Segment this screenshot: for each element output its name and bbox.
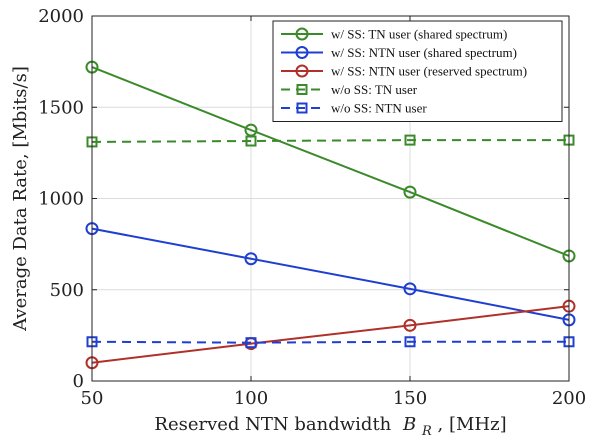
data-point	[404, 134, 416, 146]
x-axis-label-symbol: B	[402, 414, 416, 435]
legend-label: w/o SS: TN user	[331, 82, 418, 97]
series-line	[91, 66, 570, 257]
data-point	[403, 318, 417, 332]
series-5	[86, 336, 575, 349]
y-tick-label: 2000	[38, 6, 84, 27]
series-line	[91, 139, 569, 143]
y-tick-label: 1000	[38, 189, 84, 210]
series-line	[91, 227, 570, 321]
legend-marker	[296, 102, 308, 114]
legend-label: w/ SS: NTN user (reserved spectrum)	[331, 64, 527, 79]
legend-entry: w/ SS: NTN user (reserved spectrum)	[281, 64, 527, 79]
data-point	[404, 336, 416, 348]
x-axis-label-subscript: R	[421, 424, 432, 439]
x-tick-label: 200	[552, 388, 586, 409]
data-point	[403, 185, 417, 199]
legend-entry: w/ SS: TN user (shared spectrum)	[281, 27, 507, 42]
x-tick-label: 50	[81, 388, 104, 409]
data-point	[403, 282, 417, 296]
series-4	[86, 134, 575, 148]
legend-label: w/ SS: TN user (shared spectrum)	[331, 27, 507, 42]
legend-entry: w/o SS: NTN user	[281, 101, 427, 116]
y-axis-label: Average Data Rate, [Mbits/s]	[10, 66, 31, 332]
x-axis-label: Reserved NTN bandwidth B R , [MHz]	[154, 414, 506, 440]
legend-entry: w/ SS: NTN user (shared spectrum)	[281, 45, 517, 60]
x-tick-label: 150	[393, 388, 427, 409]
data-point	[244, 252, 258, 266]
y-tick-label: 0	[73, 371, 84, 392]
data-point	[245, 135, 257, 147]
y-tick-label: 1500	[38, 97, 84, 118]
x-axis-label-text: Reserved NTN bandwidth	[154, 414, 391, 435]
series-line	[91, 305, 570, 364]
data-point	[245, 337, 257, 349]
y-tick-label: 500	[50, 280, 84, 301]
series-2	[85, 222, 576, 327]
series-3	[85, 299, 576, 370]
x-axis-label-unit: , [MHz]	[438, 414, 507, 435]
legend-marker	[295, 27, 309, 41]
legend-label: w/o SS: NTN user	[331, 101, 427, 116]
legend-marker	[295, 46, 309, 59]
legend-entry: w/o SS: TN user	[281, 82, 418, 97]
legend: w/ SS: TN user (shared spectrum) w/ SS: N…	[272, 20, 563, 122]
legend-marker	[295, 64, 309, 78]
x-tick-label: 100	[234, 388, 268, 409]
legend-label: w/ SS: NTN user (shared spectrum)	[331, 45, 517, 60]
series-line	[91, 340, 569, 344]
legend-marker	[296, 84, 308, 95]
